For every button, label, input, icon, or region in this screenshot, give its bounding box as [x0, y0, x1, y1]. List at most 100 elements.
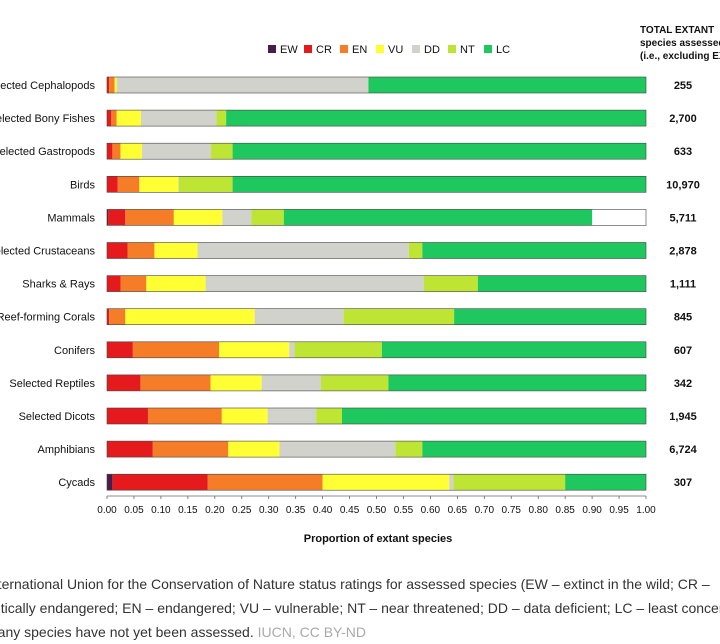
- bar-outline: [106, 242, 647, 259]
- category-label: Mammals: [47, 212, 95, 224]
- bar-segment-en: [109, 308, 126, 325]
- x-tick-label: 0.50: [367, 505, 387, 516]
- bar-segment-en: [147, 408, 222, 424]
- x-tick-label: 0.40: [313, 505, 333, 516]
- totals-header-line-1: TOTAL EXTANT: [640, 25, 714, 36]
- bar-outline: [106, 176, 647, 193]
- bar-segment-dd: [142, 143, 212, 160]
- totals-header-line-3: (i.e., excluding EX): [640, 51, 720, 62]
- bar-segment-lc: [283, 209, 593, 226]
- bar-segment-vu: [154, 242, 198, 259]
- bar-segment-dd: [254, 308, 344, 325]
- bar-segment-dd: [222, 209, 252, 226]
- bar-segment-dd: [140, 110, 217, 127]
- bars-area: Selected Cephalopods 255 Selected Bony Fis…: [0, 76, 700, 491]
- x-tick-label: 0.65: [448, 505, 468, 516]
- bar-segment-vu: [221, 408, 268, 424]
- bar-segment-nt: [316, 408, 343, 424]
- bar-row-selected-gastropods: Selected Gastropods 633: [0, 142, 692, 160]
- bar-segment-dd: [449, 474, 454, 491]
- bar-segment-dd: [205, 275, 424, 292]
- bar-segment-cr: [108, 209, 126, 226]
- category-label: Reef-forming Corals: [0, 312, 95, 324]
- bar-segment-en: [117, 176, 140, 193]
- bar-segment-vu: [120, 143, 143, 160]
- caption-line-3-text: Many species have not yet been assessed.: [0, 624, 254, 640]
- category-label: Amphibians: [38, 444, 96, 456]
- bar-row-sharks-and-rays: Sharks & Rays 1,111: [22, 275, 696, 292]
- bar-segment-cr: [107, 143, 113, 160]
- bar-segment-lc: [226, 110, 646, 127]
- category-label: Selected Crustaceans: [0, 246, 95, 258]
- bar-segment-vu: [219, 341, 290, 358]
- bar-segment-en: [109, 77, 115, 93]
- bar-outline: [106, 209, 647, 226]
- bar-outline: [106, 473, 647, 491]
- bar-segment-cr: [107, 77, 110, 93]
- total-count: 307: [674, 477, 692, 489]
- x-tick-label: 0.20: [205, 505, 225, 516]
- bar-outline: [106, 440, 647, 458]
- x-tick-label: 0.90: [582, 505, 602, 516]
- category-label: Selected Cephalopods: [0, 80, 95, 92]
- legend-swatch-cr: [304, 45, 312, 53]
- bar-segment-cr: [107, 308, 110, 325]
- bar-outline: [106, 341, 647, 359]
- legend-swatch-vu: [376, 45, 384, 53]
- category-label: Selected Reptiles: [9, 378, 95, 390]
- bar-segment-vu: [228, 441, 280, 458]
- x-tick-label: 0.10: [151, 505, 171, 516]
- bar-row-selected-dicots: Selected Dicots 1,945: [19, 407, 697, 425]
- category-label: Conifers: [54, 345, 95, 357]
- bar-segment-en: [111, 110, 117, 127]
- bar-segment-lc: [381, 341, 646, 358]
- bar-segment-lc: [232, 143, 646, 160]
- bar-segment-lc: [565, 474, 646, 491]
- legend-label-cr: CR: [316, 44, 332, 56]
- bar-row-selected-reptiles: Selected Reptiles 342: [9, 374, 692, 392]
- x-axis-title: Proportion of extant species: [304, 533, 453, 545]
- bar-segment-nt: [423, 275, 478, 292]
- bar-segment-vu: [173, 209, 223, 226]
- bar-row-selected-cephalopods: Selected Cephalopods 255: [0, 76, 692, 94]
- bar-segment-nt: [211, 143, 233, 160]
- figure-caption: International Union for the Conservation…: [0, 572, 720, 644]
- bar-segment-cr: [107, 374, 141, 391]
- bar-row-amphibians: Amphibians 6,724: [38, 440, 698, 458]
- bar-segment-nt: [395, 441, 423, 458]
- bar-segment-vu: [114, 77, 117, 93]
- bar-segment-en: [207, 474, 323, 491]
- bar-segment-cr: [107, 176, 118, 193]
- bar-segment-ew: [107, 474, 113, 491]
- bar-segment-nt: [216, 110, 227, 127]
- bar-segment-vu: [146, 275, 206, 292]
- bar-segment-cr: [107, 242, 128, 259]
- bar-row-selected-bony-fishes: Selected Bony Fishes 2,700: [0, 109, 697, 127]
- bar-segment-cr: [107, 441, 153, 458]
- totals-header: TOTAL EXTANT species assessed (i.e., exclu…: [640, 25, 720, 62]
- bar-segment-dd: [267, 408, 317, 424]
- bar-segment-lc: [477, 275, 646, 292]
- bar-outline: [106, 76, 647, 94]
- bar-outline: [106, 308, 647, 326]
- bar-segment-lc: [422, 441, 646, 458]
- total-count: 5,711: [670, 212, 697, 224]
- total-count: 607: [674, 345, 692, 357]
- x-tick-label: 0.25: [232, 505, 252, 516]
- bar-segment-en: [127, 242, 155, 259]
- caption-line-3: Many species have not yet been assessed.…: [0, 620, 720, 644]
- total-count: 342: [674, 378, 692, 390]
- legend-swatch-dd: [412, 45, 420, 53]
- total-count: 10,970: [666, 179, 700, 191]
- bar-segment-nt: [251, 209, 284, 226]
- bar-segment-nt: [343, 308, 455, 325]
- bar-outline: [106, 109, 647, 127]
- bar-segment-dd: [197, 242, 409, 259]
- image-credit[interactable]: IUCN, CC BY-ND: [257, 624, 366, 640]
- legend-swatch-nt: [448, 45, 456, 53]
- category-label: Cycads: [58, 477, 95, 489]
- bar-outline: [106, 275, 647, 292]
- x-tick-label: 0.75: [502, 505, 522, 516]
- bar-segment-nt: [320, 374, 389, 391]
- bar-segment-lc: [422, 242, 646, 259]
